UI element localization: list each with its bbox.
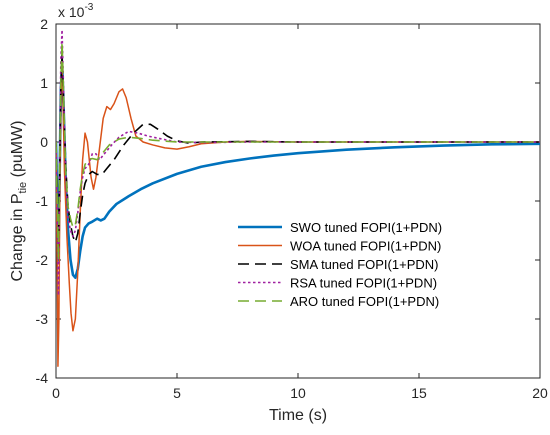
axis-ticks: 0 5 10 15 20 -4 -3 -2 -1 0 1 2	[36, 16, 548, 401]
plot-area	[55, 23, 541, 379]
y-tick-label: 2	[40, 16, 48, 32]
y-axis-label: Change in Ptie (puMW)	[9, 120, 29, 281]
legend-label-sma: SMA tuned FOPI(1+PDN)	[290, 257, 438, 272]
y-axis-label-main: Change in P	[9, 193, 26, 281]
x-tick-label: 10	[290, 385, 306, 401]
y-tick-label: -1	[36, 193, 49, 209]
series-line-aro	[56, 40, 540, 261]
x-tick-label: 20	[532, 385, 548, 401]
x-axis-label: Time (s)	[269, 407, 327, 424]
y-exponent-base: x 10	[58, 4, 85, 20]
y-axis-label-sub: tie	[17, 182, 29, 194]
x-tick-label: 15	[411, 385, 427, 401]
y-tick-label: -4	[36, 370, 49, 386]
y-tick-label: -3	[36, 311, 49, 327]
legend: SWO tuned FOPI(1+PDN) WOA tuned FOPI(1+PD…	[238, 220, 442, 309]
y-axis-label-unit: (puMW)	[9, 120, 26, 181]
legend-label-woa: WOA tuned FOPI(1+PDN)	[290, 239, 441, 254]
x-tick-label: 0	[52, 385, 60, 401]
y-exponent-label: x 10-3	[58, 2, 94, 20]
y-tick-label: -2	[36, 252, 49, 268]
legend-label-rsa: RSA tuned FOPI(1+PDN)	[290, 276, 437, 291]
data-series	[56, 29, 540, 367]
y-tick-label: 1	[40, 75, 48, 91]
x-tick-label: 5	[173, 385, 181, 401]
legend-label-aro: ARO tuned FOPI(1+PDN)	[290, 294, 439, 309]
series-line-rsa	[56, 29, 540, 297]
series-line-sma	[56, 52, 540, 249]
legend-label-swo: SWO tuned FOPI(1+PDN)	[290, 220, 442, 235]
y-tick-label: 0	[40, 134, 48, 150]
y-exponent-power: -3	[84, 2, 93, 13]
